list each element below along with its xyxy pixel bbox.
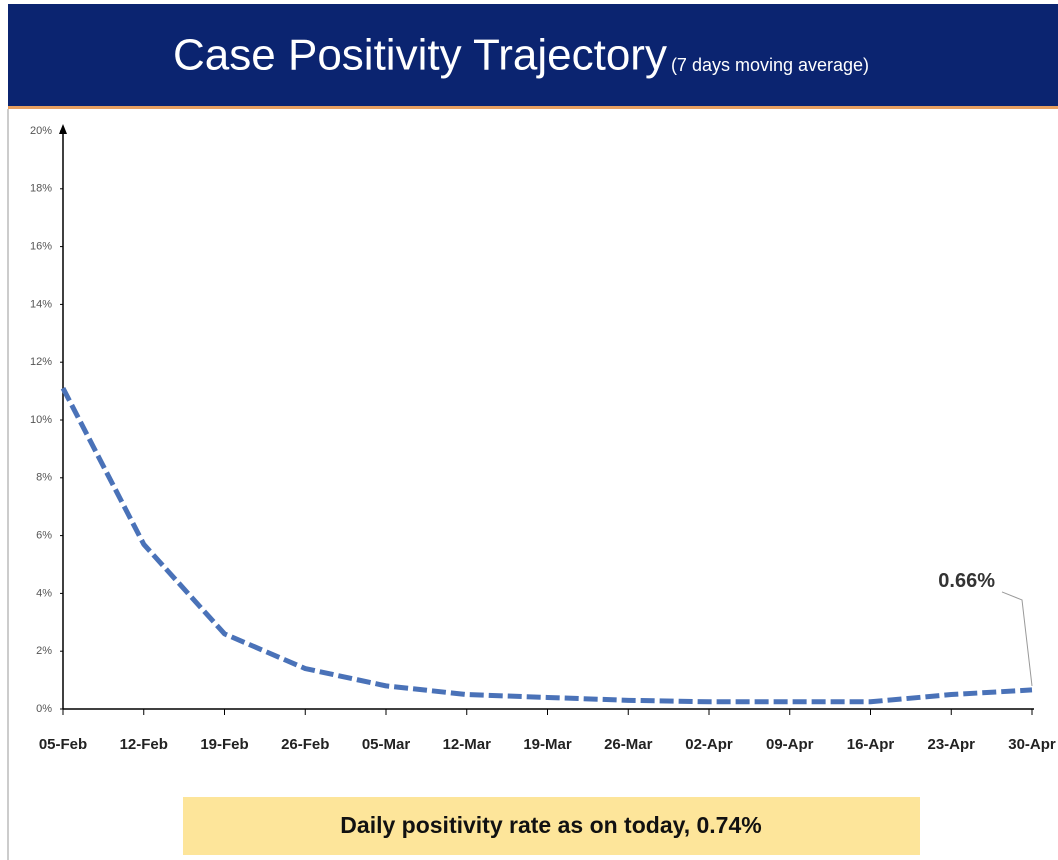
- data-label: 0.66%: [938, 570, 995, 592]
- x-tick-label: 09-Apr: [766, 736, 814, 753]
- y-tick-label: 12%: [30, 356, 52, 368]
- x-tick-label: 30-Apr: [1008, 736, 1056, 753]
- header-bar: [8, 4, 1058, 106]
- x-tick-label: 05-Feb: [39, 736, 87, 753]
- y-tick-label: 18%: [30, 183, 52, 195]
- x-tick-label: 12-Feb: [120, 736, 168, 753]
- chart-title: Case Positivity Trajectory: [173, 31, 667, 80]
- y-tick-label: 2%: [36, 645, 52, 657]
- y-tick-label: 16%: [30, 241, 52, 253]
- label-leader: [1001, 591, 1033, 686]
- x-tick-label: 19-Feb: [200, 736, 248, 753]
- chart-subtitle: (7 days moving average): [671, 55, 869, 75]
- y-tick-label: 10%: [30, 414, 52, 426]
- note: Daily positivity rate as on today, 0.74%: [340, 812, 761, 838]
- x-tick-label: 16-Apr: [847, 736, 895, 753]
- y-tick-label: 6%: [36, 530, 52, 542]
- y-tick-label: 4%: [36, 587, 52, 599]
- x-tick-label: 23-Apr: [927, 736, 975, 753]
- x-tick-label: 26-Mar: [604, 736, 653, 753]
- x-tick-label: 05-Mar: [362, 736, 411, 753]
- y-tick-label: 8%: [36, 472, 52, 484]
- note-box: [183, 797, 920, 855]
- y-axis-arrow: [59, 124, 67, 134]
- y-tick-label: 0%: [36, 703, 52, 715]
- series-line: [60, 387, 1033, 705]
- x-tick-label: 02-Apr: [685, 736, 733, 753]
- x-tick-label: 12-Mar: [443, 736, 492, 753]
- header-rule: [8, 106, 1058, 109]
- x-tick-label: 19-Mar: [523, 736, 572, 753]
- y-tick-label: 20%: [30, 125, 52, 137]
- y-tick-label: 14%: [30, 298, 52, 310]
- x-tick-label: 26-Feb: [281, 736, 329, 753]
